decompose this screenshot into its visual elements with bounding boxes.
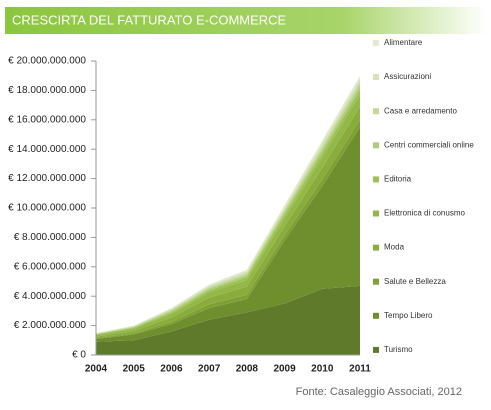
legend-swatch [373, 312, 379, 319]
legend-label: Tempo Libero [384, 311, 433, 320]
source: Fonte: Casaleggio Associati, 2012 [296, 386, 462, 398]
legend-swatch [373, 74, 379, 81]
legend-label: Casa e arredamento [384, 106, 457, 115]
x-tick-label: 2009 [273, 364, 296, 375]
legend-swatch [373, 40, 379, 46]
x-tick-label: 2008 [236, 364, 259, 375]
legend-swatch [373, 210, 379, 217]
area [96, 89, 360, 336]
y-tick-label: € 0 [72, 350, 86, 361]
x-tick-label: 2005 [123, 364, 146, 375]
x-tick-label: 2004 [85, 364, 108, 375]
legend-swatch [373, 176, 379, 183]
x-tick-label: 2010 [311, 364, 334, 375]
y-tick-label: € 14.000.000.000 [8, 144, 86, 155]
y-tick-label: € 18.000.000.000 [8, 85, 86, 96]
x-tick-label: 2006 [160, 364, 183, 375]
legend-label: Moda [384, 243, 405, 252]
legend-swatch [373, 278, 379, 285]
area [96, 285, 360, 355]
y-tick-label: € 10.000.000.000 [8, 203, 86, 214]
legend-swatch [373, 142, 379, 149]
area [96, 94, 360, 337]
legend-label: Salute e Bellezza [384, 277, 446, 286]
legend-swatch [373, 244, 379, 251]
y-tick-label: € 4.000.000.000 [14, 291, 87, 302]
y-tick-label: € 6.000.000.000 [14, 261, 87, 272]
legend-swatch [373, 108, 379, 115]
legend-label: Elettronica di conusmo [384, 209, 465, 218]
legend-swatch [373, 346, 379, 353]
legend-label: Assicurazioni [384, 72, 431, 81]
legend-label: Alimentare [384, 38, 423, 47]
y-tick-label: € 16.000.000.000 [8, 114, 86, 125]
chart-title: CRESCIRTA DEL FATTURATO E-COMMERCE [12, 12, 287, 27]
y-tick-label: € 12.000.000.000 [8, 173, 86, 184]
legend-label: Editoria [384, 175, 412, 184]
area [96, 127, 360, 342]
y-tick-label: € 8.000.000.000 [14, 232, 87, 243]
legend-label: Centri commerciali online [384, 140, 474, 149]
y-tick-label: € 20.000.000.000 [8, 56, 86, 67]
x-tick-label: 2011 [349, 364, 371, 375]
legend-label: Turismo [384, 345, 413, 354]
y-tick-label: € 2.000.000.000 [14, 320, 87, 331]
x-tick-label: 2007 [198, 364, 221, 375]
header-bar [5, 7, 487, 34]
